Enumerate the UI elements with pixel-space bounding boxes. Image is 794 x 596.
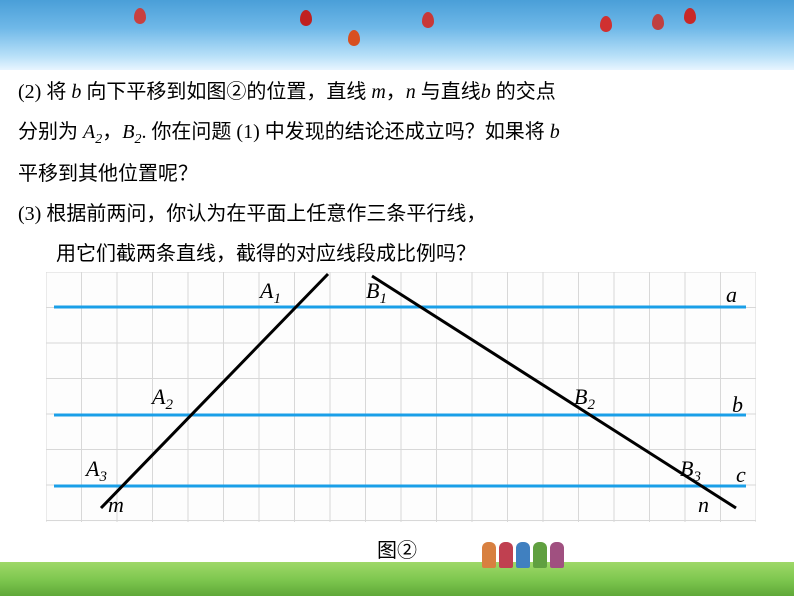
line-3: 平移到其他位置呢？ (18, 154, 764, 194)
t2b: ， (102, 121, 122, 143)
grass-background (0, 562, 794, 596)
t1b: 向下平移到如图②的位置，直线 (81, 81, 371, 103)
sky-background (0, 0, 794, 70)
line-5: 用它们截两条直线，截得的对应线段成比例吗？ (18, 234, 764, 274)
var-b-3: b (550, 121, 560, 143)
var-b-2: b (481, 81, 491, 103)
figure-2-diagram: A1B1A2B2A3B3abcmn (46, 272, 756, 542)
kid-icon (533, 542, 547, 568)
diagram-svg: A1B1A2B2A3B3abcmn (46, 272, 756, 532)
line-4: (3) 根据前两问，你认为在平面上任意作三条平行线， (18, 194, 764, 234)
B2: B (122, 121, 134, 143)
kid-icon (499, 542, 513, 568)
A2: A (83, 121, 95, 143)
kid-icon (550, 542, 564, 568)
line-2: 分别为 A2，B2. 你在问题 (1) 中发现的结论还成立吗？如果将 b (18, 112, 764, 154)
t1e: 的交点 (491, 81, 556, 103)
var-n: n (406, 81, 416, 103)
q2-prefix: (2) 将 (18, 81, 71, 103)
content-area: (2) 将 b 向下平移到如图②的位置，直线 m，n 与直线b 的交点 分别为 … (18, 72, 764, 274)
svg-text:n: n (698, 492, 709, 517)
svg-text:a: a (726, 282, 737, 307)
t2c: . 你在问题 (1) 中发现的结论还成立吗？如果将 (141, 121, 549, 143)
svg-text:m: m (108, 492, 124, 517)
t1c: ， (386, 81, 406, 103)
t1d: 与直线 (416, 81, 481, 103)
q3-text: (3) 根据前两问，你认为在平面上任意作三条平行线， (18, 203, 486, 225)
svg-text:b: b (732, 392, 743, 417)
kid-icon (482, 542, 496, 568)
kid-icon (516, 542, 530, 568)
question-text: (2) 将 b 向下平移到如图②的位置，直线 m，n 与直线b 的交点 分别为 … (18, 72, 764, 274)
var-b-1: b (71, 81, 81, 103)
t2a: 分别为 (18, 121, 83, 143)
kids-decoration (482, 542, 564, 568)
svg-text:c: c (736, 462, 746, 487)
line-1: (2) 将 b 向下平移到如图②的位置，直线 m，n 与直线b 的交点 (18, 72, 764, 112)
var-m: m (371, 81, 385, 103)
figure-caption: 图② (0, 534, 794, 563)
